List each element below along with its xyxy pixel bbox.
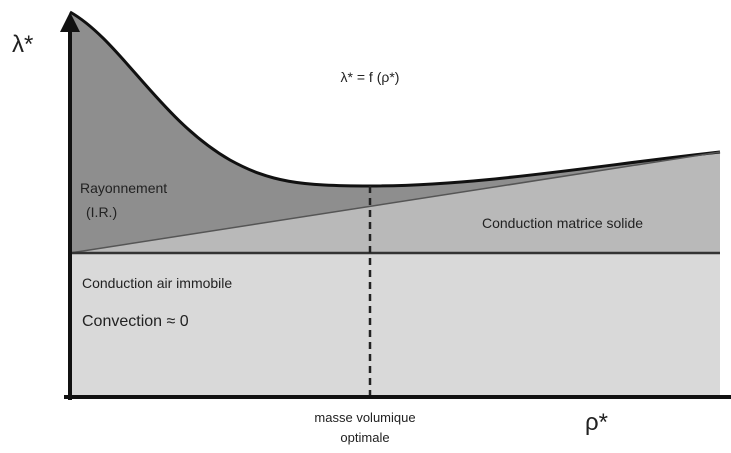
region-label: Convection ≈ 0 [82, 313, 189, 330]
y-arrow [60, 12, 80, 32]
total-curve [69, 10, 721, 188]
air-region [70, 253, 720, 397]
solid-line [69, 151, 721, 254]
optimum-label: optimale [340, 430, 389, 445]
region-label: Conduction air immobile [82, 275, 232, 291]
y-label: λ* [12, 31, 33, 58]
region-label: Conduction matrice solide [482, 215, 643, 231]
region-label: (I.R.) [86, 204, 117, 220]
formula: λ* = f (ρ*) [341, 69, 400, 85]
region-label: Rayonnement [80, 180, 167, 196]
optimum-label: masse volumique [314, 410, 415, 425]
x-label: ρ* [585, 409, 608, 436]
radiation-region [70, 12, 720, 253]
